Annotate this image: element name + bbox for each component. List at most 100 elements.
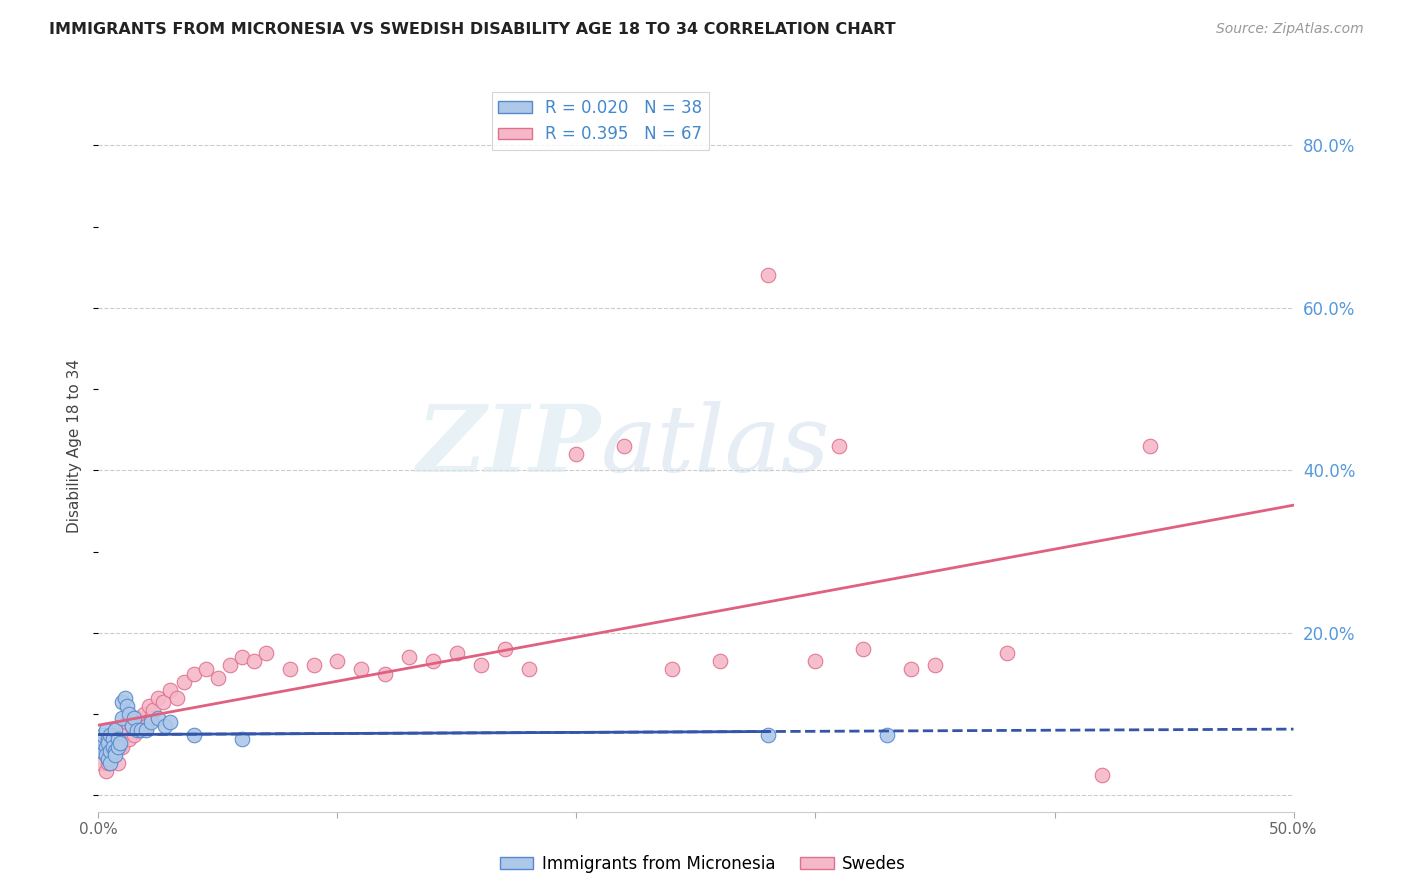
Point [152,695,174,709]
Point [131,715,153,730]
Point [565,447,588,461]
Point [995,646,1018,660]
Point [142,703,165,717]
Point [90,756,112,770]
Point [111,739,134,754]
Legend: Immigrants from Micronesia, Swedes: Immigrants from Micronesia, Swedes [494,848,912,880]
Point [125,723,148,738]
Point [374,666,396,681]
Point [108,723,131,738]
Point [231,650,253,665]
Point [107,731,129,746]
Point [111,711,134,725]
Point [166,690,188,705]
Point [121,719,143,733]
Point [101,747,124,762]
Point [302,658,325,673]
Point [104,723,127,738]
Point [138,699,160,714]
Point [804,654,827,668]
Point [1091,768,1114,782]
Point [278,663,301,677]
Point [98,744,122,758]
Point [97,752,120,766]
Point [756,268,779,283]
Point [900,663,922,677]
Point [422,654,444,668]
Point [219,658,242,673]
Point [132,707,155,722]
Point [104,736,127,750]
Point [97,731,120,746]
Point [128,723,150,738]
Point [139,711,162,725]
Point [254,646,277,660]
Point [159,715,181,730]
Point [98,756,122,770]
Point [195,663,218,677]
Point [91,727,114,741]
Point [148,690,170,705]
Point [97,736,120,750]
Point [231,731,253,746]
Point [828,439,851,453]
Point [207,671,229,685]
Point [613,439,636,453]
Point [98,739,122,754]
Point [446,646,468,660]
Point [91,739,114,754]
Point [243,654,266,668]
Point [494,642,516,657]
Point [91,736,114,750]
Legend: R = 0.020   N = 38, R = 0.395   N = 67: R = 0.020 N = 38, R = 0.395 N = 67 [492,92,709,150]
Point [108,736,131,750]
Point [159,682,181,697]
Point [115,699,138,714]
Point [517,663,540,677]
Point [114,690,136,705]
Point [124,711,146,725]
Point [326,654,349,668]
Point [1139,439,1161,453]
Point [131,723,153,738]
Point [98,752,122,766]
Point [108,739,131,754]
Point [114,723,136,738]
Point [470,658,492,673]
Point [183,727,205,741]
Point [101,727,124,741]
Point [107,731,129,746]
Point [398,650,420,665]
Point [756,727,779,741]
Text: ZIP: ZIP [416,401,600,491]
Point [101,731,124,746]
Point [94,764,117,778]
Point [111,727,134,741]
Point [121,719,143,733]
Point [94,747,117,762]
Point [101,739,124,754]
Point [852,642,875,657]
Point [104,744,127,758]
Point [125,711,148,725]
Text: atlas: atlas [600,401,830,491]
Point [107,756,129,770]
Point [135,723,157,738]
Point [661,663,683,677]
Point [97,744,120,758]
Point [924,658,946,673]
Point [97,756,120,770]
Point [104,747,127,762]
Point [876,727,898,741]
Text: Source: ZipAtlas.com: Source: ZipAtlas.com [1216,22,1364,37]
Text: IMMIGRANTS FROM MICRONESIA VS SWEDISH DISABILITY AGE 18 TO 34 CORRELATION CHART: IMMIGRANTS FROM MICRONESIA VS SWEDISH DI… [49,22,896,37]
Point [111,695,134,709]
Point [155,719,177,733]
Point [124,727,146,741]
Point [139,715,162,730]
Point [709,654,731,668]
Point [118,707,141,722]
Point [183,666,205,681]
Point [135,719,157,733]
Point [94,723,117,738]
